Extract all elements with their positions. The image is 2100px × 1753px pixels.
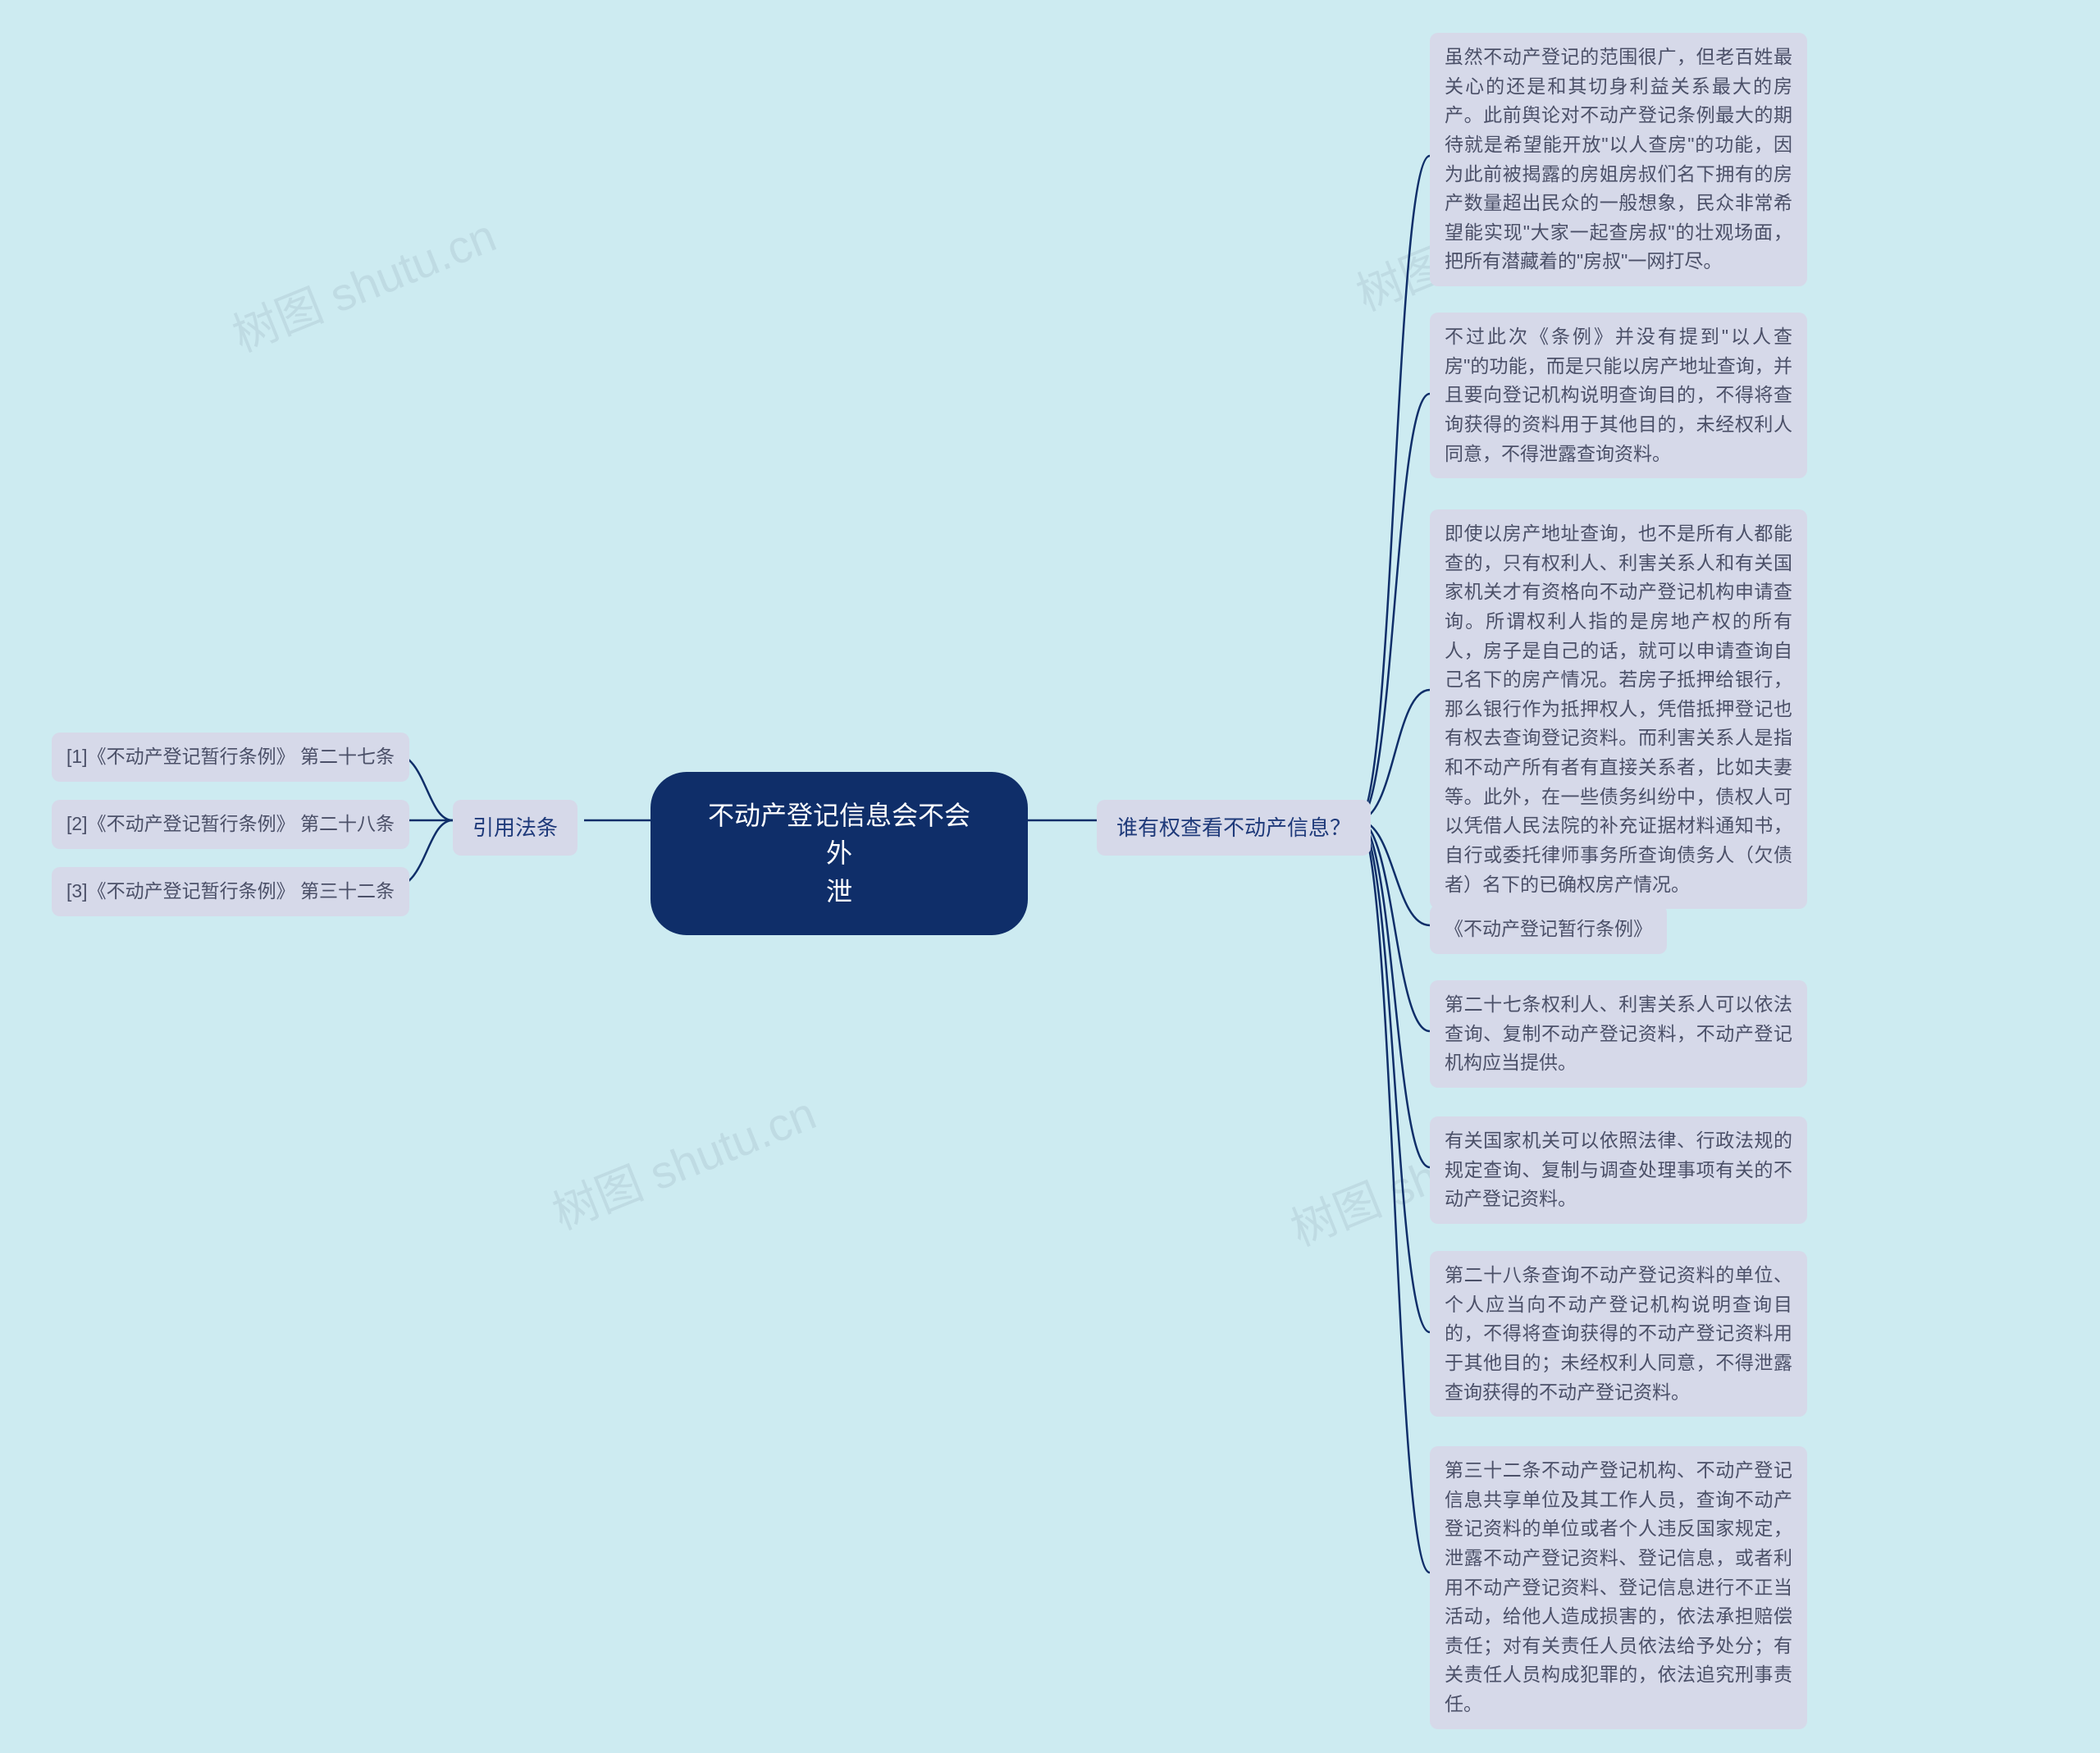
watermark: shutu.cn <box>541 1077 824 1243</box>
right-branch-label: 谁有权查看不动产信息？ <box>1116 815 1351 840</box>
right-leaf-text: 有关国家机关可以依照法律、行政法规的规定查询、复制与调查处理事项有关的不动产登记… <box>1445 1130 1792 1209</box>
right-leaf-6[interactable]: 有关国家机关可以依照法律、行政法规的规定查询、复制与调查处理事项有关的不动产登记… <box>1430 1116 1807 1224</box>
right-leaf-text: 第三十二条不动产登记机构、不动产登记信息共享单位及其工作人员，查询不动产登记资料… <box>1445 1459 1792 1714</box>
left-branch[interactable]: 引用法条 <box>453 800 578 856</box>
right-leaf-7[interactable]: 第二十八条查询不动产登记资料的单位、个人应当向不动产登记机构说明查询目的，不得将… <box>1430 1251 1807 1417</box>
right-leaf-text: 即使以房产地址查询，也不是所有人都能查的，只有权利人、利害关系人和有关国家机关才… <box>1445 523 1792 895</box>
center-line2: 泄 <box>826 877 852 906</box>
left-branch-label: 引用法条 <box>472 815 558 840</box>
center-line1: 不动产登记信息会不会外 <box>708 801 970 868</box>
right-leaf-text: 虽然不动产登记的范围很广，但老百姓最关心的还是和其切身利益关系最大的房产。此前舆… <box>1445 46 1792 272</box>
right-leaf-8[interactable]: 第三十二条不动产登记机构、不动产登记信息共享单位及其工作人员，查询不动产登记资料… <box>1430 1446 1807 1729</box>
right-leaf-5[interactable]: 第二十七条权利人、利害关系人可以依法查询、复制不动产登记资料，不动产登记机构应当… <box>1430 980 1807 1088</box>
center-node[interactable]: 不动产登记信息会不会外 泄 <box>651 772 1028 935</box>
left-leaf-1[interactable]: [1]《不动产登记暂行条例》 第二十七条 <box>52 733 409 782</box>
right-leaf-3[interactable]: 即使以房产地址查询，也不是所有人都能查的，只有权利人、利害关系人和有关国家机关才… <box>1430 509 1807 909</box>
left-leaf-text: [2]《不动产登记暂行条例》 第二十八条 <box>66 813 395 834</box>
right-branch[interactable]: 谁有权查看不动产信息？ <box>1097 800 1371 856</box>
right-leaf-text: 第二十八条查询不动产登记资料的单位、个人应当向不动产登记机构说明查询目的，不得将… <box>1445 1264 1792 1403</box>
right-leaf-2[interactable]: 不过此次《条例》并没有提到"以人查房"的功能，而是只能以房产地址查询，并且要向登… <box>1430 313 1807 478</box>
left-leaf-2[interactable]: [2]《不动产登记暂行条例》 第二十八条 <box>52 800 409 849</box>
watermark: shutu.cn <box>221 199 504 365</box>
left-leaf-text: [1]《不动产登记暂行条例》 第二十七条 <box>66 746 395 767</box>
right-leaf-1[interactable]: 虽然不动产登记的范围很广，但老百姓最关心的还是和其切身利益关系最大的房产。此前舆… <box>1430 33 1807 286</box>
right-leaf-text: 不过此次《条例》并没有提到"以人查房"的功能，而是只能以房产地址查询，并且要向登… <box>1445 326 1792 464</box>
right-leaf-text: 第二十七条权利人、利害关系人可以依法查询、复制不动产登记资料，不动产登记机构应当… <box>1445 993 1792 1073</box>
right-leaf-text: 《不动产登记暂行条例》 <box>1445 918 1652 939</box>
left-leaf-text: [3]《不动产登记暂行条例》 第三十二条 <box>66 880 395 902</box>
mindmap-canvas: shutu.cn shutu.cn shutu.cn shutu.cn 不动产登… <box>0 0 2100 1753</box>
left-leaf-3[interactable]: [3]《不动产登记暂行条例》 第三十二条 <box>52 867 409 916</box>
right-leaf-4[interactable]: 《不动产登记暂行条例》 <box>1430 905 1667 954</box>
